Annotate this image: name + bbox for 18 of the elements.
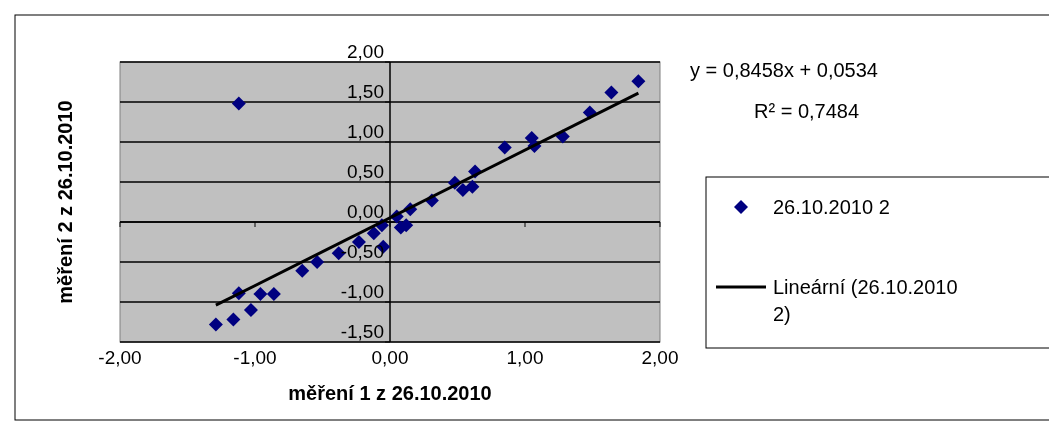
legend-label: Lineární (26.10.2010 2) <box>773 276 958 325</box>
y-tick-label: 0,50 <box>347 161 384 182</box>
x-tick-label: -1,00 <box>233 347 277 368</box>
x-tick-label: 1,00 <box>506 347 544 368</box>
y-axis-title: měření 2 z 26.10.2010 <box>54 100 76 304</box>
y-tick-label: -1,50 <box>340 321 384 342</box>
y-tick-label: 1,00 <box>347 121 384 142</box>
x-tick-label: 0,00 <box>371 347 409 368</box>
y-tick-label: 1,50 <box>347 81 384 102</box>
x-tick-label: -2,00 <box>98 347 142 368</box>
x-tick-label: 2,00 <box>641 347 679 368</box>
y-tick-label: 2,00 <box>347 41 384 62</box>
y-tick-label: -1,00 <box>340 281 384 302</box>
legend-label: 26.10.2010 2 <box>773 196 890 218</box>
text: y = 0,8458x + 0,0534 <box>690 59 878 81</box>
x-axis-title: měření 1 z 26.10.2010 <box>288 382 492 404</box>
text: R² = 0,7484 <box>754 100 860 122</box>
y-tick-label: 0,00 <box>347 201 384 222</box>
